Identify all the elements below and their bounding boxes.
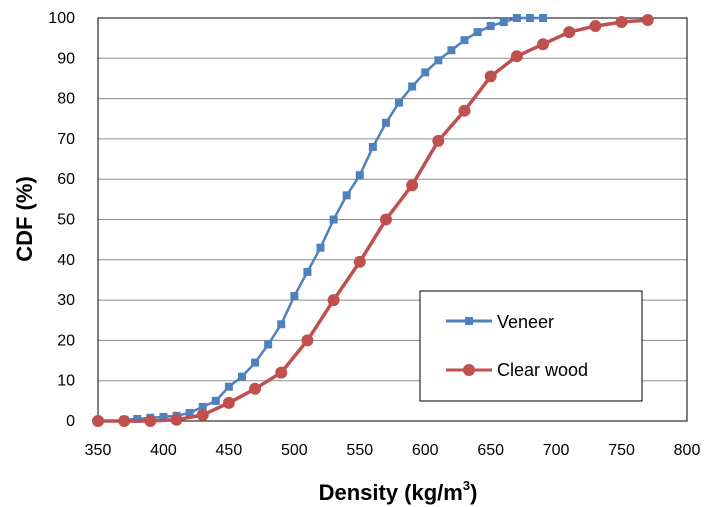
y-tick-label: 0: [66, 413, 75, 430]
y-axis-title: CDF (%): [12, 176, 37, 262]
x-tick-label: 800: [674, 442, 701, 459]
data-point-clear-wood: [563, 26, 576, 39]
data-point-veneer: [512, 14, 521, 22]
series-clear-wood: [92, 14, 654, 427]
data-point-clear-wood: [406, 179, 419, 192]
data-point-clear-wood: [379, 213, 392, 226]
x-tick-label: 750: [608, 442, 635, 459]
x-tick-label: 650: [477, 442, 504, 459]
data-point-clear-wood: [589, 20, 602, 33]
data-point-clear-wood: [196, 408, 209, 421]
data-point-veneer: [290, 292, 299, 301]
data-point-veneer: [133, 414, 142, 423]
data-point-clear-wood: [275, 366, 288, 379]
data-point-veneer: [381, 118, 390, 127]
y-tick-label: 20: [57, 332, 75, 349]
data-point-veneer: [198, 402, 207, 411]
x-axis-title: Density (kg/m3): [319, 478, 478, 505]
data-point-clear-wood: [615, 16, 628, 29]
data-point-clear-wood: [170, 413, 183, 426]
data-point-clear-wood: [118, 415, 131, 427]
y-tick-label: 10: [57, 373, 75, 390]
data-point-veneer: [251, 358, 260, 367]
data-point-veneer: [264, 340, 273, 349]
y-tick-labels: 0 10 20 30 40 50 60 70 80 90 100: [48, 10, 75, 430]
plot-area-frame: [97, 17, 688, 422]
data-point-clear-wood: [144, 415, 157, 427]
x-tick-label: 600: [412, 442, 439, 459]
x-tick-label: 550: [346, 442, 373, 459]
x-tick-label: 350: [85, 442, 112, 459]
data-point-clear-wood: [222, 396, 235, 409]
data-point-veneer: [434, 56, 443, 65]
data-point-veneer: [473, 28, 482, 37]
x-tick-label: 400: [150, 442, 177, 459]
x-tick-labels: 350 400 450 500 550 600 650 700 750 800: [85, 442, 701, 459]
data-point-veneer: [368, 142, 377, 151]
legend-veneer-marker: [465, 317, 473, 325]
data-point-veneer: [408, 82, 417, 91]
y-tick-label: 100: [48, 10, 75, 27]
data-point-veneer: [460, 36, 469, 45]
data-point-clear-wood: [641, 14, 654, 27]
x-tick-label: 450: [216, 442, 243, 459]
data-point-veneer: [237, 372, 246, 381]
data-point-veneer: [395, 98, 404, 107]
y-tick-label: 70: [57, 131, 75, 148]
data-point-veneer: [303, 267, 312, 276]
legend-clear-wood-marker: [463, 364, 475, 376]
legend-box: [419, 290, 643, 402]
data-point-veneer: [277, 320, 286, 329]
data-point-clear-wood: [249, 382, 262, 395]
data-point-clear-wood: [327, 294, 340, 307]
data-point-veneer: [159, 412, 168, 421]
data-point-clear-wood: [353, 255, 366, 268]
series-layer: [92, 14, 654, 427]
data-point-clear-wood: [537, 38, 550, 51]
legend: Veneer Clear wood: [419, 290, 643, 402]
data-point-veneer: [355, 171, 364, 180]
data-point-veneer: [185, 408, 194, 417]
y-tick-label: 80: [57, 91, 75, 108]
data-point-veneer: [316, 243, 325, 252]
x-tick-label: 700: [543, 442, 570, 459]
y-tick-label: 30: [57, 292, 75, 309]
data-point-veneer: [447, 46, 456, 55]
data-point-veneer: [329, 215, 338, 224]
legend-veneer-label: Veneer: [497, 312, 554, 332]
data-point-veneer: [486, 22, 495, 31]
data-point-veneer: [539, 14, 548, 22]
y-tick-label: 40: [57, 252, 75, 269]
y-tick-label: 90: [57, 50, 75, 67]
data-point-clear-wood: [484, 70, 497, 83]
data-point-clear-wood: [92, 415, 104, 427]
legend-clear-wood-label: Clear wood: [497, 360, 588, 380]
data-point-clear-wood: [458, 104, 471, 117]
data-point-clear-wood: [510, 50, 523, 63]
y-tick-label: 50: [57, 212, 75, 229]
x-tick-label: 500: [281, 442, 308, 459]
series-line-clear-wood: [98, 18, 648, 423]
y-tick-label: 60: [57, 171, 75, 188]
data-point-veneer: [224, 382, 233, 391]
data-point-clear-wood: [432, 134, 445, 147]
data-point-veneer: [525, 14, 534, 22]
data-point-veneer: [342, 191, 351, 200]
data-point-veneer: [499, 18, 508, 27]
data-point-clear-wood: [301, 334, 314, 347]
data-point-veneer: [211, 396, 220, 405]
data-point-veneer: [421, 68, 430, 77]
